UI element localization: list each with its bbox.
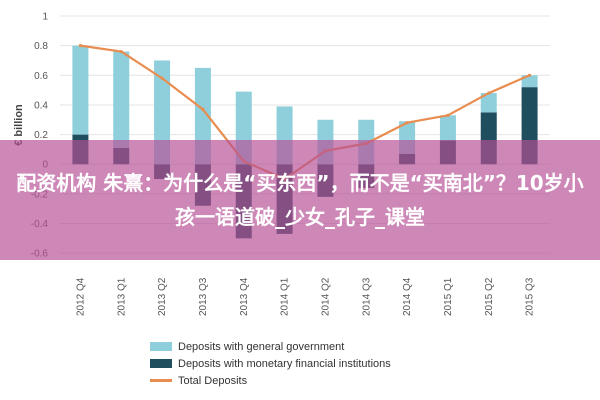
bar-general-government <box>480 93 497 113</box>
y-tick-label: 1 <box>42 12 48 23</box>
legend-label: Deposits with monetary financial institu… <box>178 357 391 370</box>
legend-swatch-light <box>150 342 172 351</box>
overlay-banner: 配资机构 朱熹：为什么是“买东西”，而不是“买南北”？10岁小孩一语道破_少女_… <box>0 140 600 260</box>
x-tick-label: 2013 Q1 <box>116 277 127 316</box>
total-deposits-point <box>201 107 205 111</box>
legend-label: Total Deposits <box>178 374 248 387</box>
total-deposits-point <box>487 91 491 95</box>
bar-general-government <box>439 115 456 141</box>
y-tick-label: 0.6 <box>34 71 48 82</box>
bar-general-government <box>521 75 538 88</box>
total-deposits-point <box>405 121 409 125</box>
x-tick-label: 2014 Q4 <box>402 277 413 316</box>
x-tick-label: 2014 Q1 <box>280 277 291 316</box>
total-deposits-point <box>160 76 164 80</box>
legend-swatch-line <box>150 379 172 382</box>
total-deposits-point <box>78 44 83 48</box>
x-tick-label: 2014 Q2 <box>320 277 331 316</box>
x-tick-label: 2014 Q3 <box>361 277 372 316</box>
legend-item-total: Total Deposits <box>150 372 470 389</box>
legend-label: Deposits with general government <box>178 340 345 353</box>
bar-general-government <box>113 51 130 148</box>
legend-swatch-dark <box>150 359 172 368</box>
x-tick-label: 2015 Q1 <box>443 277 454 316</box>
total-deposits-point <box>527 73 532 77</box>
y-tick-label: 0.2 <box>34 130 48 141</box>
total-deposits-point <box>119 49 123 54</box>
x-tick-label: 2015 Q3 <box>525 277 536 316</box>
legend: Deposits with general government Deposit… <box>150 338 470 389</box>
y-axis-label: € billion <box>13 104 25 146</box>
bar-general-government <box>154 60 171 165</box>
x-tick-label: 2015 Q2 <box>484 277 495 316</box>
x-tick-label: 2013 Q4 <box>239 277 250 316</box>
x-tick-label: 2013 Q3 <box>198 277 209 316</box>
legend-item-general-government: Deposits with general government <box>150 338 470 355</box>
x-axis-ticks: 2012 Q4 2013 Q1 2013 Q2 2013 Q3 2013 Q4 2014 … <box>75 277 535 316</box>
x-tick-label: 2013 Q2 <box>157 277 168 316</box>
bar-general-government <box>72 45 89 135</box>
total-deposits-point <box>446 113 450 117</box>
x-tick-label: 2012 Q4 <box>75 277 86 316</box>
y-tick-label: 0.4 <box>34 100 48 111</box>
y-tick-label: 0.8 <box>34 41 48 52</box>
legend-item-mfi: Deposits with monetary financial institu… <box>150 355 470 372</box>
banner-text: 配资机构 朱熹：为什么是“买东西”，而不是“买南北”？10岁小孩一语道破_少女_… <box>16 171 584 229</box>
